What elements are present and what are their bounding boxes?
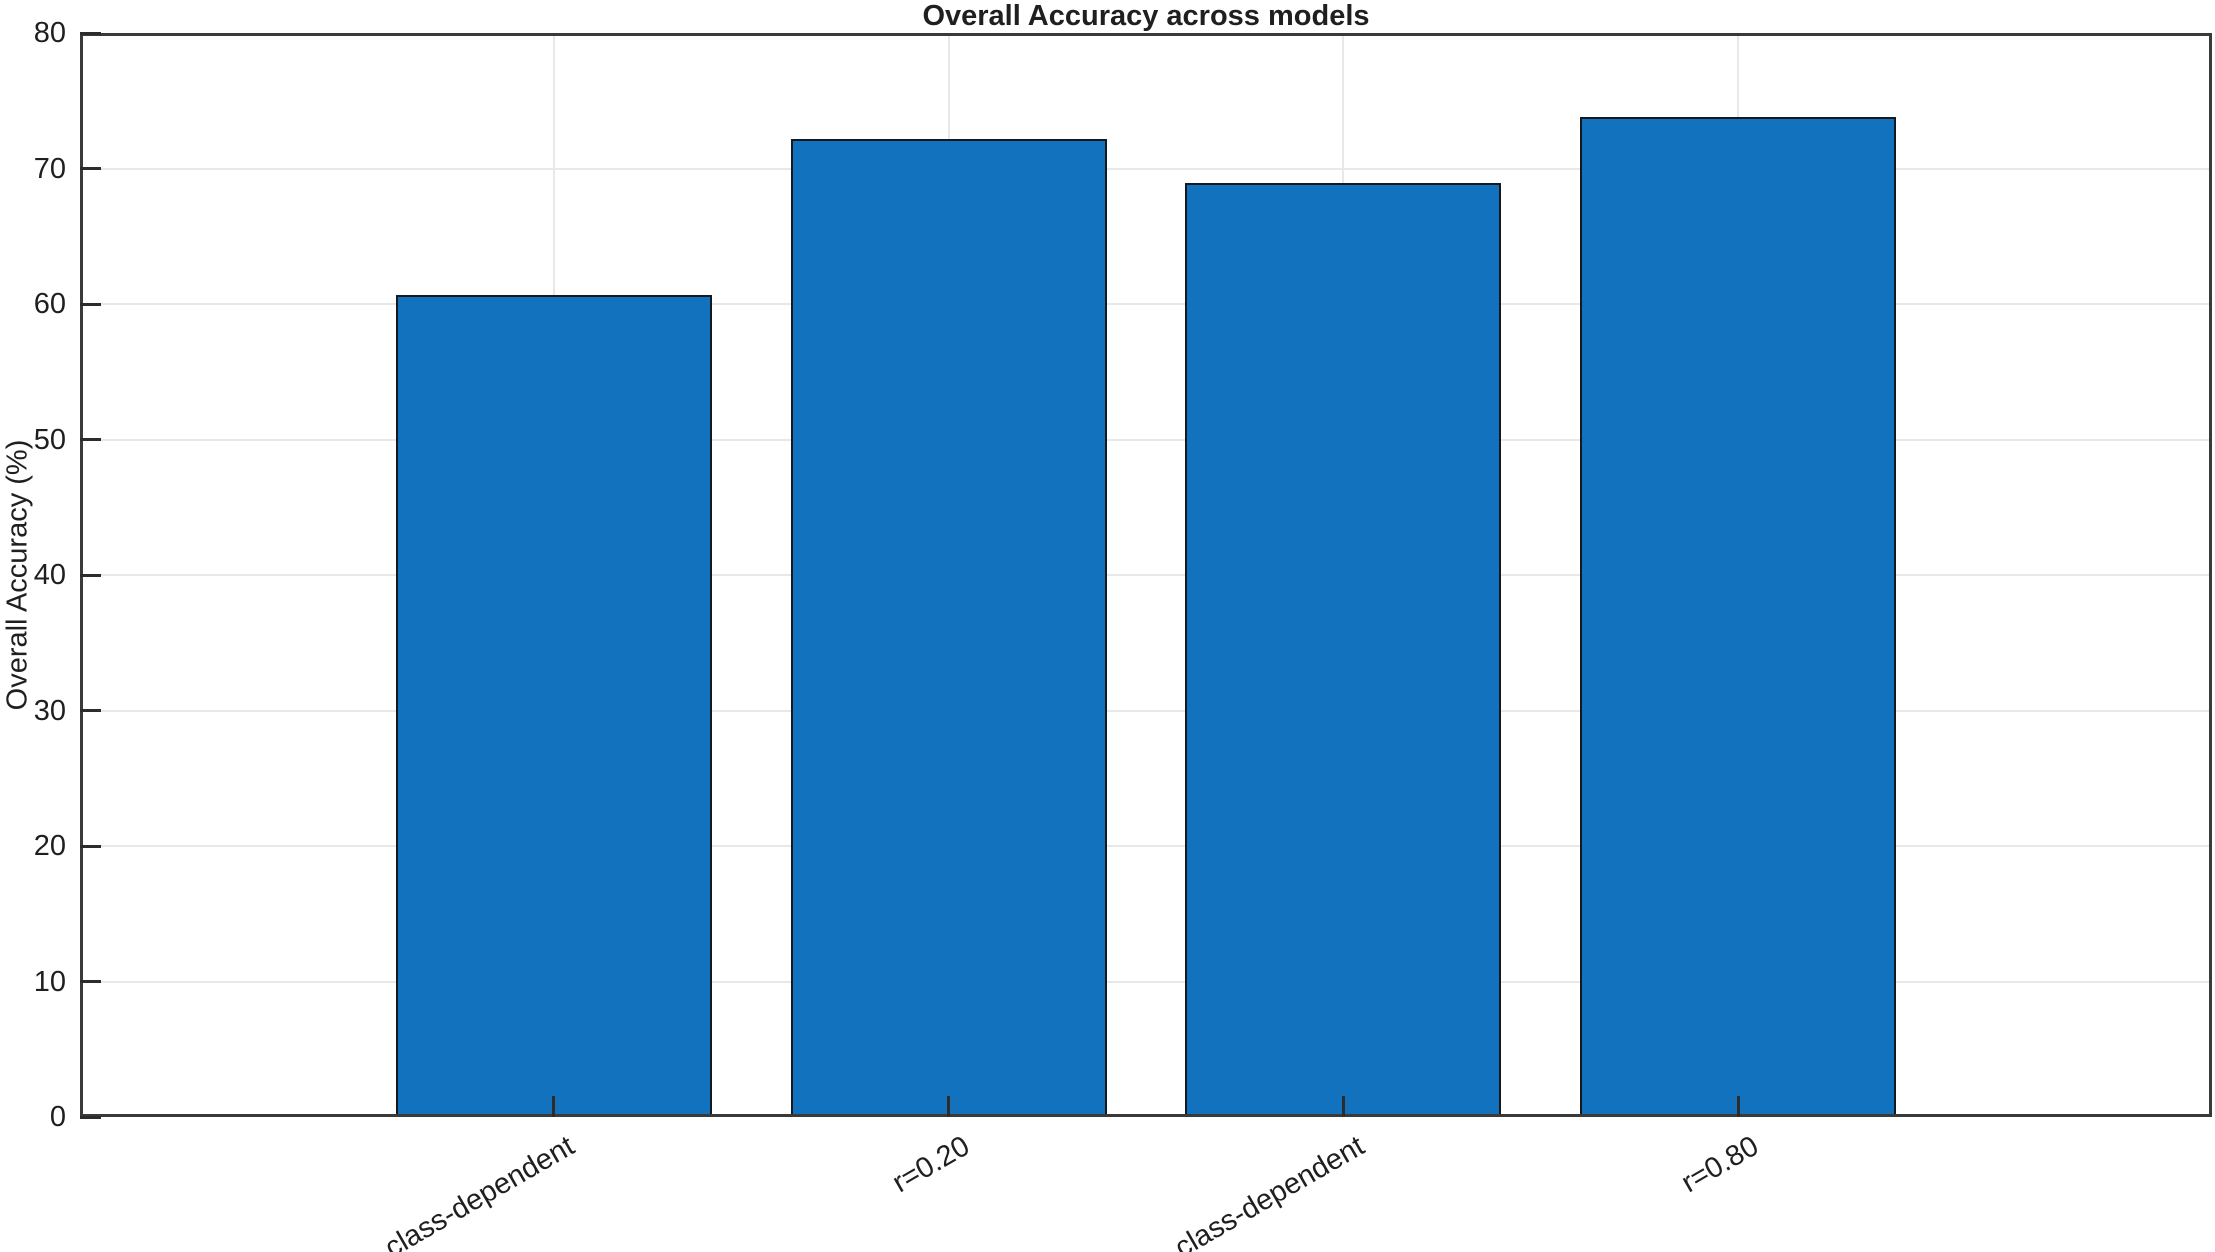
grid-line-horizontal (80, 709, 2212, 712)
grid-line-horizontal (80, 980, 2212, 983)
grid-line-horizontal (80, 303, 2212, 305)
x-tick-mark (947, 1096, 951, 1117)
y-tick-mark (80, 31, 101, 35)
x-tick-mark (1736, 1096, 1740, 1117)
grid-line-horizontal (80, 167, 2212, 170)
grid-line-horizontal (80, 845, 2212, 847)
y-tick-label: 60 (33, 288, 66, 320)
y-tick-label: 80 (33, 17, 66, 49)
grid-line-horizontal (80, 574, 2212, 576)
grid-line-horizontal (80, 438, 2212, 441)
bar-r=0.80 (1580, 117, 1897, 1117)
x-tick-label: r=0.20 (886, 1130, 975, 1200)
plot-area: 0 10 20 30 40 50 60 70 80 class-dependent r=0.20 cl… (34, 17, 2212, 1252)
y-tick-mark (80, 438, 101, 441)
y-tick-label: 70 (33, 152, 66, 185)
y-tick-label: 50 (33, 423, 66, 456)
x-tick-mark (552, 1096, 556, 1117)
y-tick-mark (80, 980, 101, 983)
bar-class-dependent (1185, 183, 1502, 1117)
bar-class-dependent (395, 294, 712, 1117)
y-tick-label: 20 (33, 830, 66, 862)
x-tick-label: r=0.80 (1676, 1130, 1765, 1200)
y-tick-mark (80, 167, 101, 170)
y-tick-label: 10 (33, 965, 66, 998)
y-tick-label: 0 (49, 1101, 66, 1133)
x-tick-label: class-dependent (379, 1130, 580, 1252)
y-tick-mark (80, 844, 101, 848)
chart-title: Overall Accuracy across models (922, 0, 1370, 32)
y-tick-label: 30 (33, 694, 66, 727)
y-tick-mark (80, 573, 101, 577)
x-tick-mark (1341, 1096, 1345, 1117)
y-tick-mark (80, 302, 101, 306)
y-tick-mark (80, 709, 101, 712)
y-tick-mark (80, 1115, 101, 1119)
bar-r=0.20 (790, 138, 1107, 1117)
x-tick-label: class-dependent (1169, 1130, 1370, 1252)
y-tick-label: 40 (33, 559, 66, 591)
